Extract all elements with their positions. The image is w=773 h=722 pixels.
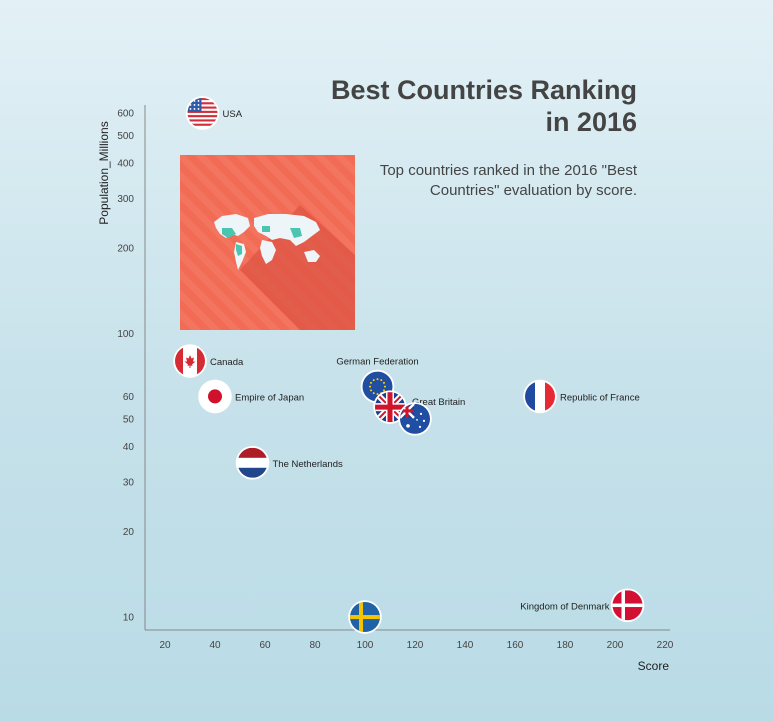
- point-label: German Federation: [336, 357, 418, 368]
- canada-flag: [175, 346, 205, 377]
- point-label: Kingdom of Denmark: [520, 601, 609, 612]
- x-axis-title: Score: [638, 659, 670, 673]
- y-axis-ticks: 10 20 30 40 50 60 100 200 300 400 500 600: [117, 108, 134, 623]
- world-map-infographic: [180, 155, 355, 330]
- data-point: Canada: [173, 344, 244, 378]
- x-tick-label: 200: [607, 640, 624, 651]
- y-tick-label: 100: [117, 329, 134, 340]
- data-point: German Federation: [336, 357, 419, 404]
- data-point: [398, 402, 432, 436]
- x-tick-label: 220: [657, 640, 674, 651]
- x-tick-label: 60: [259, 640, 271, 651]
- x-tick-label: 100: [357, 640, 374, 651]
- data-point: Great Britain: [373, 390, 465, 424]
- x-tick-label: 20: [159, 640, 171, 651]
- point-label: Republic of France: [560, 392, 640, 403]
- x-tick-label: 80: [309, 640, 321, 651]
- data-point: Kingdom of Denmark: [520, 588, 645, 623]
- world-map-highlight: [222, 226, 302, 256]
- x-tick-label: 120: [407, 640, 424, 651]
- chart-title: Best Countries Ranking in 2016: [330, 75, 637, 137]
- x-tick-label: 40: [209, 640, 221, 651]
- y-tick-label: 10: [123, 613, 135, 624]
- y-tick-label: 40: [123, 442, 135, 453]
- data-point: Republic of France: [523, 379, 640, 414]
- france-flag: [525, 381, 555, 412]
- y-tick-label: 400: [117, 158, 134, 169]
- x-tick-label: 160: [507, 640, 524, 651]
- denmark-flag: [612, 590, 643, 621]
- point-label: The Netherlands: [273, 459, 343, 470]
- axes: [144, 105, 670, 631]
- infographic-shadow: [240, 205, 355, 330]
- data-point: USA: [185, 96, 243, 130]
- australia-flag: [400, 403, 430, 434]
- point-label: Canada: [210, 357, 244, 368]
- data-points: USA Canada Empire of Japan The Netherlands G…: [173, 96, 645, 634]
- chart-subtitle: Top countries ranked in the 2016 "Best C…: [379, 162, 637, 199]
- uk-flag: [375, 392, 405, 423]
- y-tick-label: 30: [123, 477, 135, 488]
- y-tick-label: 300: [117, 194, 134, 205]
- y-tick-label: 500: [117, 131, 134, 142]
- y-axis-title: Population_Millions: [97, 121, 111, 224]
- usa-flag: [187, 97, 218, 128]
- point-label: USA: [223, 109, 243, 120]
- data-point: Empire of Japan: [198, 379, 304, 414]
- x-tick-label: 140: [457, 640, 474, 651]
- sweden-flag: [350, 602, 380, 633]
- y-tick-label: 20: [123, 527, 135, 538]
- data-point: [348, 600, 382, 634]
- point-label: Great Britain: [412, 397, 465, 408]
- y-tick-label: 60: [123, 392, 135, 403]
- x-tick-label: 180: [557, 640, 574, 651]
- y-tick-label: 600: [117, 108, 134, 119]
- japan-flag: [200, 381, 230, 412]
- data-point: The Netherlands: [235, 445, 343, 480]
- x-axis-ticks: 20 40 60 80 100 120 140 160 180 200 220: [159, 640, 673, 651]
- y-tick-label: 200: [117, 244, 134, 255]
- y-tick-label: 50: [123, 414, 135, 425]
- netherlands-flag: [237, 447, 268, 478]
- point-label: Empire of Japan: [235, 392, 304, 403]
